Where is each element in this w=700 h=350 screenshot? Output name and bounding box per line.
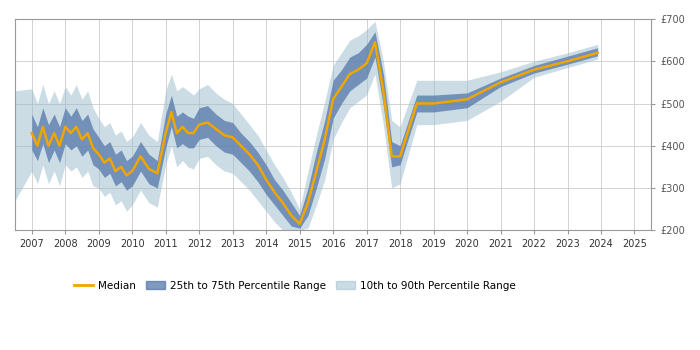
Legend: Median, 25th to 75th Percentile Range, 10th to 90th Percentile Range: Median, 25th to 75th Percentile Range, 1… [69,276,520,295]
